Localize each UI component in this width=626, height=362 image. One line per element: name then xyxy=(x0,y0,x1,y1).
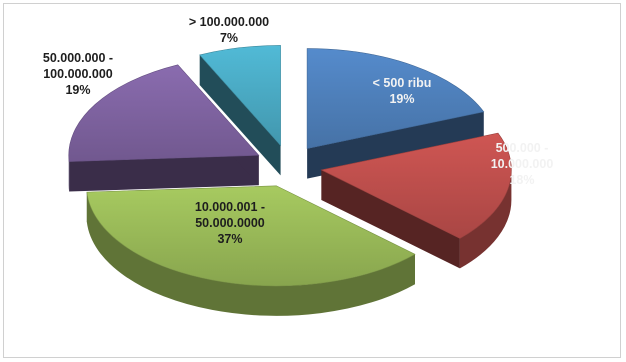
pie-slice-wall-4-1 xyxy=(69,155,259,192)
pie-slice-top-1 xyxy=(306,48,485,149)
pie-slice-top-3 xyxy=(86,185,416,287)
chart-area: < 500 ribu 19% 500.000 - 10.000.000 18% 10.00… xyxy=(3,3,621,358)
slice-label-2-line-2: 10.000.000 xyxy=(491,157,554,171)
slice-label-5-line-1: > 100.000.000 xyxy=(189,15,269,29)
slice-label-1: < 500 ribu 19% xyxy=(373,76,432,106)
pie-slice-2 xyxy=(320,132,512,269)
pie-slice-1 xyxy=(306,48,485,179)
slice-label-3-line-2: 50.000.0000 xyxy=(195,216,265,230)
pie-slice-wall-2-2 xyxy=(321,169,460,269)
slice-label-3: 10.000.001 - 50.000.0000 37% xyxy=(195,200,265,246)
slice-label-3-line-3: 37% xyxy=(217,232,242,246)
pie-slice-top-2 xyxy=(320,132,512,239)
pie-slice-rim-2 xyxy=(459,169,512,269)
slice-label-5-line-2: 7% xyxy=(220,31,238,45)
pie-chart: < 500 ribu 19% 500.000 - 10.000.000 18% 10.00… xyxy=(43,15,554,316)
slice-label-3-line-1: 10.000.001 - xyxy=(195,200,265,214)
pie-slice-top-5 xyxy=(199,45,281,147)
slice-label-4: 50.000.000 - 100.000.000 19% xyxy=(43,51,113,97)
pie-slice-top-4 xyxy=(68,64,260,162)
slice-label-2-line-3: 18% xyxy=(509,173,534,187)
pie-slice-4 xyxy=(68,64,260,192)
slice-label-1-line-1: < 500 ribu xyxy=(373,76,432,90)
pie-slice-wall-1-2 xyxy=(307,111,484,179)
slice-label-5: > 100.000.000 7% xyxy=(189,15,269,45)
slice-label-1-line-2: 19% xyxy=(389,92,414,106)
slice-label-4-line-3: 19% xyxy=(65,83,90,97)
pie-slice-rim-3 xyxy=(86,192,415,316)
pie-slice-5 xyxy=(199,45,281,176)
pie-slice-3 xyxy=(86,185,416,316)
slice-label-2: 500.000 - 10.000.000 18% xyxy=(491,141,554,187)
slice-label-4-line-1: 50.000.000 - xyxy=(43,51,113,65)
slice-label-2-line-1: 500.000 - xyxy=(496,141,549,155)
slice-label-4-line-2: 100.000.000 xyxy=(43,67,113,81)
pie-slice-wall-5-1 xyxy=(199,54,281,176)
